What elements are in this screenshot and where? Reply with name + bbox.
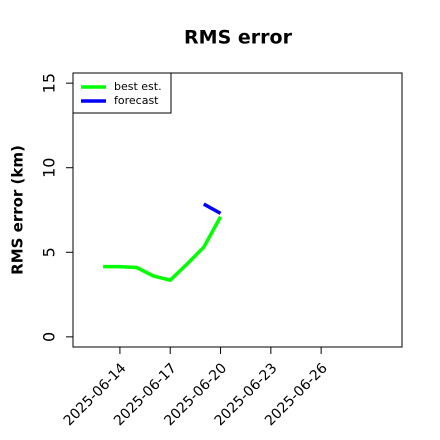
y-tick-label: 0 <box>40 332 59 342</box>
plot-frame <box>72 72 403 348</box>
legend-box <box>72 72 172 114</box>
y-tick-label: 10 <box>40 158 59 178</box>
series-line <box>202 202 222 215</box>
series-line <box>103 215 223 283</box>
legend-label: forecast <box>114 94 159 107</box>
y-axis-label: RMS error (km) <box>9 145 27 275</box>
legend-label: best est. <box>114 80 162 93</box>
y-tick-label: 5 <box>40 247 59 257</box>
y-tick-label: 15 <box>40 73 59 93</box>
chart-title: RMS error <box>184 27 293 49</box>
